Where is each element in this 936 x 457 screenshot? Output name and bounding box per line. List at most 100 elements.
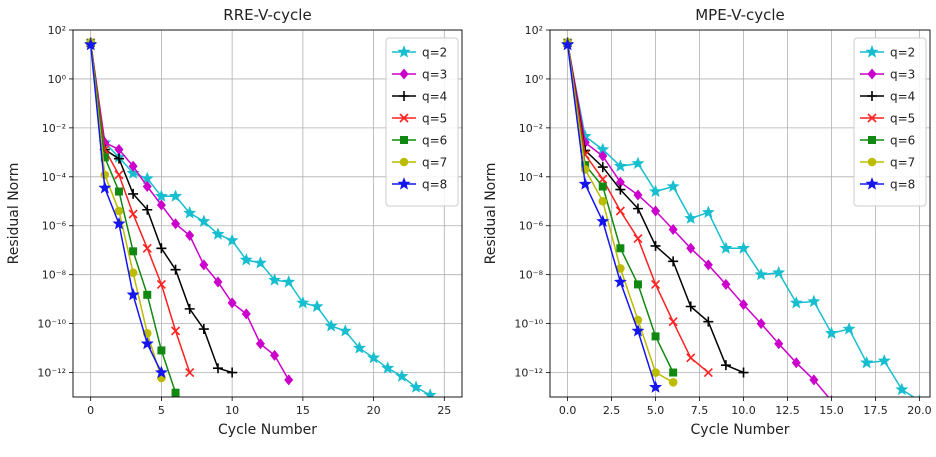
data-point-q=3 (686, 242, 696, 254)
data-point-q=8 (596, 214, 610, 227)
data-point-q=8 (140, 336, 154, 350)
y-tick-label: 10⁻¹² (37, 367, 66, 380)
legend-label: q=7 (422, 156, 447, 170)
chart-title: RRE-V-cycle (223, 6, 311, 24)
data-point-q=6 (143, 290, 152, 299)
data-point-q=6 (633, 280, 642, 289)
legend-item-q=3: q=3 (860, 68, 915, 82)
data-point-q=4 (615, 184, 626, 195)
series-q=7 (563, 38, 678, 387)
data-point-q=4 (720, 360, 731, 371)
data-point-q=2 (860, 355, 874, 369)
y-tick-label: 10⁻⁸ (42, 269, 67, 282)
legend-label: q=8 (890, 178, 915, 192)
data-point-q=3 (651, 205, 661, 217)
data-point-q=3 (114, 144, 124, 156)
data-point-q=5 (170, 326, 181, 336)
x-tick-label: 17.5 (863, 404, 888, 417)
series-q=5 (86, 38, 195, 378)
legend-label: q=3 (890, 68, 915, 82)
x-tick-label: 25 (437, 404, 451, 417)
legend-marker (867, 68, 877, 80)
data-point-q=2 (918, 393, 921, 397)
data-point-q=2 (877, 354, 891, 367)
data-point-q=3 (633, 189, 643, 201)
series-line-q=6 (89, 42, 177, 393)
legend-item-q=2: q=2 (860, 45, 915, 60)
data-point-q=2 (825, 326, 838, 339)
data-point-q=8 (84, 37, 98, 51)
legend-item-q=8: q=8 (860, 177, 915, 192)
data-point-q=2 (381, 361, 395, 374)
data-point-q=5 (633, 233, 643, 244)
data-point-q=6 (100, 153, 109, 162)
y-axis-label: Residual Norm (6, 163, 22, 265)
data-point-q=7 (598, 196, 608, 206)
data-point-q=3 (185, 229, 195, 241)
data-point-q=2 (154, 189, 168, 202)
data-point-q=4 (156, 243, 167, 254)
y-tick-label: 10² (48, 24, 66, 37)
x-tick-label: 20.0 (907, 404, 932, 417)
legend-label: q=5 (422, 112, 447, 126)
series-line-q=3 (566, 42, 830, 397)
data-point-q=2 (239, 253, 253, 266)
legend-marker (867, 157, 877, 167)
legend-item-q=2: q=2 (392, 45, 447, 60)
axes-frame (549, 29, 931, 398)
y-tick-label: 10⁻⁶ (519, 220, 544, 233)
data-point-q=7 (100, 170, 110, 180)
data-point-q=2 (772, 265, 786, 279)
data-point-q=2 (197, 214, 211, 227)
data-point-q=4 (738, 367, 749, 378)
y-tick-label: 10⁻⁶ (42, 220, 67, 233)
legend-item-q=5: q=5 (860, 112, 915, 126)
x-axis-label: Cycle Number (691, 422, 790, 438)
x-tick-label: 12.5 (775, 404, 800, 417)
legend-marker (867, 113, 877, 123)
data-point-q=3 (739, 299, 749, 311)
legend-item-q=7: q=7 (392, 156, 447, 170)
data-point-q=3 (756, 318, 766, 330)
data-point-q=2 (183, 206, 197, 219)
data-point-q=5 (703, 367, 713, 378)
data-point-q=2 (649, 184, 663, 198)
x-tick-label: 2.5 (603, 404, 621, 417)
legend-marker (399, 91, 409, 101)
data-point-q=8 (112, 216, 126, 230)
legend-label: q=2 (422, 46, 447, 60)
data-point-q=2 (666, 179, 680, 193)
data-point-q=6 (129, 247, 138, 256)
series-line-q=8 (566, 44, 657, 388)
data-point-q=3 (255, 338, 265, 350)
data-point-q=3 (668, 224, 678, 236)
data-point-q=3 (284, 374, 294, 386)
data-point-q=7 (128, 268, 138, 278)
data-point-q=2 (737, 241, 750, 254)
data-point-q=4 (170, 264, 181, 275)
data-point-q=4 (198, 324, 209, 335)
data-point-q=2 (895, 382, 909, 396)
x-axis-label: Cycle Number (218, 422, 317, 438)
data-point-q=5 (686, 353, 696, 363)
data-point-q=3 (199, 259, 209, 271)
data-point-q=4 (184, 303, 195, 314)
data-point-q=7 (580, 165, 590, 174)
legend-marker (865, 177, 879, 190)
data-point-q=2 (296, 296, 310, 309)
legend-label: q=3 (422, 68, 447, 82)
data-point-q=8 (126, 287, 140, 301)
y-tick-label: 10⁻⁴ (42, 171, 67, 184)
data-point-q=8 (649, 380, 663, 393)
data-point-q=2 (719, 241, 733, 254)
y-tick-label: 10⁻¹⁰ (37, 318, 66, 331)
data-point-q=3 (598, 150, 608, 162)
data-point-q=7 (114, 206, 124, 216)
x-tick-label: 5.0 (647, 404, 665, 417)
data-point-q=2 (684, 211, 698, 224)
data-point-q=4 (668, 256, 679, 267)
legend-label: q=6 (890, 134, 915, 148)
legend-label: q=2 (890, 46, 915, 60)
data-point-q=5 (598, 174, 608, 184)
